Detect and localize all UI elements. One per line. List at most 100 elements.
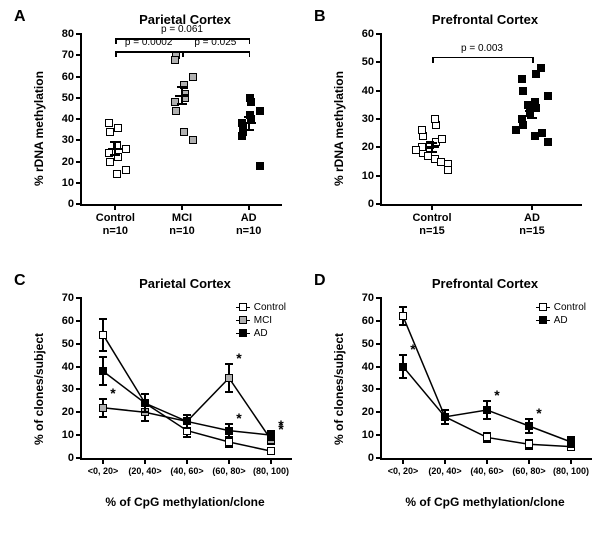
ytick-label: 20 xyxy=(62,156,74,168)
ytick-label: 60 xyxy=(62,71,74,83)
ytick-label: 40 xyxy=(362,361,374,373)
ytick-label: 50 xyxy=(62,92,74,104)
data-point xyxy=(256,107,264,115)
data-point xyxy=(171,56,179,64)
ytick-label: 70 xyxy=(62,292,74,304)
data-point xyxy=(238,132,246,140)
ytick-label: 20 xyxy=(362,141,374,153)
data-point xyxy=(438,135,446,143)
ytick-label: 40 xyxy=(62,361,74,373)
data-point xyxy=(225,374,233,382)
data-point xyxy=(114,124,122,132)
data-point xyxy=(106,128,114,136)
data-point xyxy=(172,107,180,115)
panel-d-title: Prefrontal Cortex xyxy=(340,276,604,291)
figure: A Parietal Cortex 01020304050607080Contr… xyxy=(0,0,604,536)
significance-star: * xyxy=(536,405,541,421)
panel-c-ylabel: % of clones/subject xyxy=(32,333,46,445)
data-point xyxy=(567,438,575,446)
data-point xyxy=(519,87,527,95)
data-point xyxy=(99,367,107,375)
ytick-label: 40 xyxy=(62,113,74,125)
data-point xyxy=(525,422,533,430)
ytick-label: 0 xyxy=(68,198,74,210)
data-point xyxy=(412,146,420,154)
data-point xyxy=(483,406,491,414)
panel-d-xlabel: % of CpG methylation/clone xyxy=(380,495,590,509)
data-point xyxy=(267,447,275,455)
panel-a-chart: 01020304050607080Controln=10MCIn=10ADn=1… xyxy=(80,34,282,206)
ytick-label: 0 xyxy=(68,452,74,464)
data-point xyxy=(399,312,407,320)
panel-d-label: D xyxy=(314,272,326,290)
data-point xyxy=(512,126,520,134)
data-point xyxy=(418,126,426,134)
ytick-label: 20 xyxy=(62,406,74,418)
data-point xyxy=(141,399,149,407)
xtick-label: Controln=15 xyxy=(412,212,451,238)
panel-c: C Parietal Cortex 010203040506070<0, 20>… xyxy=(10,270,300,530)
ytick-label: 10 xyxy=(362,429,374,441)
ytick-label: 20 xyxy=(362,406,374,418)
legend: ControlMCIAD xyxy=(236,302,286,341)
data-point xyxy=(431,115,439,123)
xtick-label: Controln=10 xyxy=(96,212,135,238)
panel-d-chart: 010203040506070<0, 20>(20, 40>(40, 60>(6… xyxy=(380,298,592,460)
xtick-label: (20, 40> xyxy=(428,466,461,477)
data-point xyxy=(225,438,233,446)
data-point xyxy=(544,138,552,146)
data-point xyxy=(225,427,233,435)
ytick-label: 0 xyxy=(368,198,374,210)
ytick-label: 60 xyxy=(362,315,374,327)
panel-b: B Prefrontal Cortex 0102030405060Control… xyxy=(310,6,600,256)
panel-b-ylabel: % rDNA methylation xyxy=(332,71,346,186)
ytick-label: 60 xyxy=(362,28,374,40)
xtick-label: <0, 20> xyxy=(88,466,119,477)
data-point xyxy=(189,73,197,81)
data-point xyxy=(518,75,526,83)
ytick-label: 50 xyxy=(362,338,374,350)
significance-star: * xyxy=(236,410,241,426)
ytick-label: 10 xyxy=(362,170,374,182)
xtick-label: (80, 100) xyxy=(253,466,289,477)
xtick-label: (40, 60> xyxy=(470,466,503,477)
xtick-label: (40, 60> xyxy=(170,466,203,477)
ytick-label: 0 xyxy=(368,452,374,464)
data-point xyxy=(189,136,197,144)
data-point xyxy=(538,129,546,137)
data-point xyxy=(246,94,254,102)
xtick-label: ADn=10 xyxy=(236,212,261,238)
panel-d: D Prefrontal Cortex 010203040506070<0, 2… xyxy=(310,270,600,530)
ytick-label: 30 xyxy=(62,383,74,395)
xtick-label: MCIn=10 xyxy=(169,212,194,238)
data-point xyxy=(525,440,533,448)
xtick-label: ADn=15 xyxy=(519,212,544,238)
data-point xyxy=(444,166,452,174)
significance-star: * xyxy=(410,341,415,357)
ytick-label: 60 xyxy=(62,315,74,327)
p-value: p = 0.061 xyxy=(161,24,203,35)
ytick-label: 40 xyxy=(362,85,374,97)
data-point xyxy=(437,158,445,166)
ytick-label: 30 xyxy=(62,134,74,146)
xtick-label: (60, 80> xyxy=(512,466,545,477)
panel-b-label: B xyxy=(314,8,326,26)
data-point xyxy=(399,363,407,371)
panel-c-label: C xyxy=(14,272,26,290)
legend: ControlAD xyxy=(536,302,586,328)
data-point xyxy=(441,413,449,421)
xtick-label: (20, 40> xyxy=(128,466,161,477)
data-point xyxy=(537,64,545,72)
panel-b-title: Prefrontal Cortex xyxy=(340,12,604,27)
xtick-label: (80, 100) xyxy=(553,466,589,477)
xtick-label: <0, 20> xyxy=(388,466,419,477)
data-point xyxy=(99,404,107,412)
ytick-label: 10 xyxy=(62,429,74,441)
ytick-label: 70 xyxy=(62,49,74,61)
xtick-label: (60, 80> xyxy=(212,466,245,477)
significance-star: * xyxy=(278,417,283,433)
data-point xyxy=(483,433,491,441)
ytick-label: 50 xyxy=(362,56,374,68)
ytick-label: 30 xyxy=(362,113,374,125)
panel-a-ylabel: % rDNA methylation xyxy=(32,71,46,186)
